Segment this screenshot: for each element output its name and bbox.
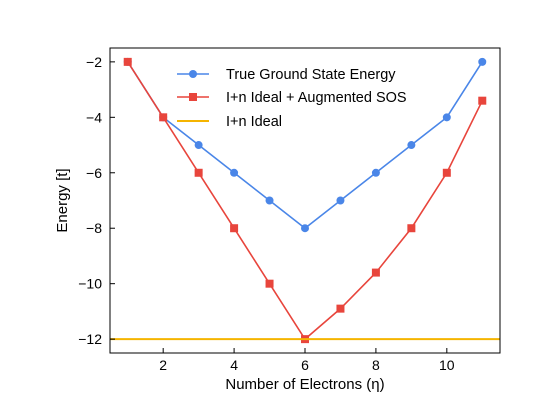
series-point-0 [194,141,203,150]
y-axis-title: Energy [t] [54,168,71,232]
legend-label-2: I+n Ideal [226,114,282,130]
series-point-1 [159,113,168,122]
legend-label-0: True Ground State Energy [226,67,396,83]
y-tick-label: −10 [78,276,102,292]
legend-marker-0 [189,70,197,78]
y-tick-label: −4 [86,109,102,125]
series-point-1 [123,57,132,66]
series-point-1 [336,304,345,313]
series-point-1 [442,168,451,177]
series-point-0 [478,57,487,66]
x-axis-title: Number of Electrons (η) [225,376,384,393]
series-point-1 [407,224,416,233]
x-tick-label: 4 [230,357,238,373]
y-tick-label: −2 [86,54,102,70]
x-tick-label: 2 [159,357,167,373]
series-point-0 [407,141,416,150]
series-point-1 [230,224,239,233]
series-point-0 [336,196,345,205]
series-point-0 [230,168,239,177]
series-point-0 [371,168,380,177]
series-point-1 [265,279,274,288]
plot-area [110,57,500,344]
series-point-1 [371,268,380,277]
x-tick-label: 6 [301,357,309,373]
y-tick-label: −12 [78,331,102,347]
y-tick-label: −8 [86,220,102,236]
legend-label-1: I+n Ideal + Augmented SOS [226,90,407,106]
series-point-1 [478,96,487,105]
series-point-0 [442,113,451,122]
axis-ticks: 2 4 6 8 10 −2 −4 −6 −8 −10 −12 [78,54,455,373]
legend: True Ground State Energy I+n Ideal + Augm… [177,67,407,130]
x-tick-label: 10 [439,357,455,373]
series-point-0 [265,196,274,205]
y-tick-label: −6 [86,165,102,181]
legend-marker-1 [189,93,197,101]
series-point-1 [194,168,203,177]
series-point-0 [301,224,309,233]
x-tick-label: 8 [372,357,380,373]
